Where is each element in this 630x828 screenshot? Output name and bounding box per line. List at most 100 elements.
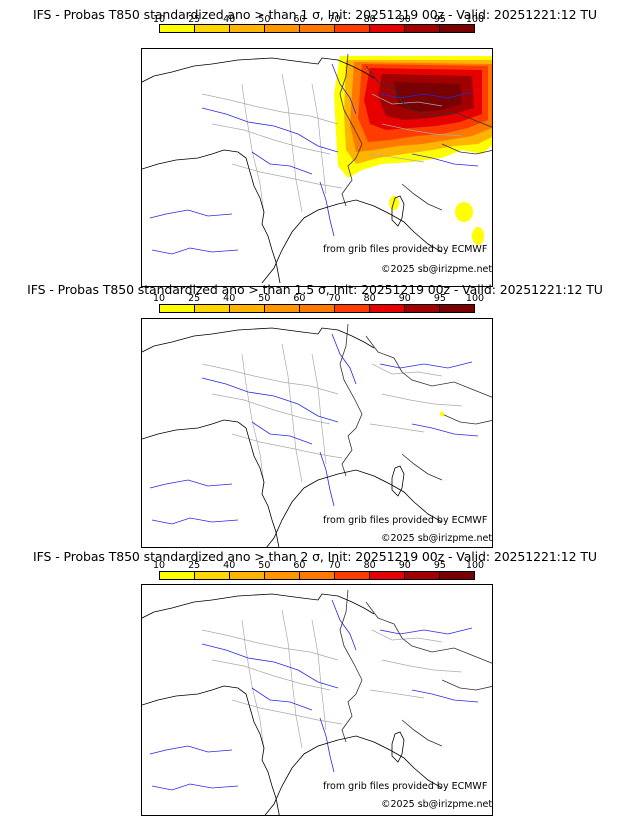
colorbar-tick-label: 70	[328, 14, 341, 25]
colorbar-tick-label: 80	[363, 14, 376, 25]
probability-map: from grib files provided by ECMWF ©2025 …	[141, 48, 493, 287]
colorbar-ticks: 10 25 40 50 60 70 80 90 95 100	[140, 560, 484, 571]
colorbar-tick-label: 50	[258, 14, 271, 25]
map-panel-1: IFS - Probas T850 standardized ano > tha…	[0, 0, 630, 287]
source-credit: from grib files provided by ECMWF	[323, 515, 488, 526]
colorbar-tick-label: 40	[223, 293, 236, 304]
country-borders	[339, 323, 492, 481]
prob-contour-7	[394, 82, 462, 112]
colorbar-tick-label: 95	[433, 14, 446, 25]
country-borders	[339, 53, 492, 211]
colorbar-tick-label: 10	[152, 14, 166, 25]
map-panel-2: IFS - Probas T850 standardized ano > tha…	[0, 276, 630, 548]
colorbar-tick-label: 70	[328, 560, 341, 571]
colorbar-bin-4	[265, 572, 300, 579]
colorbar-ticks: 10 25 40 50 60 70 80 90 95 100	[140, 14, 484, 25]
colorbar-bin-3	[230, 572, 265, 579]
country-borders	[339, 589, 492, 747]
colorbar-bin-7	[370, 25, 405, 32]
colorbar-bin-5	[300, 572, 335, 579]
colorbar-tick-label: 60	[293, 293, 306, 304]
map-svg	[142, 589, 492, 815]
map-svg	[142, 323, 492, 547]
colorbar-tick-label: 90	[398, 560, 411, 571]
colorbar-tick-label: 25	[188, 14, 201, 25]
colorbar-tick-label: 95	[433, 293, 446, 304]
region-borders	[201, 343, 463, 485]
copyright: ©2025 sb@irizpme.net	[381, 799, 493, 810]
prob-blob-corsica	[389, 196, 399, 210]
colorbar-tick-label: 40	[223, 14, 236, 25]
panel-title: IFS - Probas T850 standardized ano > tha…	[33, 549, 597, 564]
colorbar-tick-label: 10	[152, 293, 166, 304]
colorbar-bin-7	[370, 305, 405, 312]
map-svg	[142, 53, 492, 284]
prob-blob-small	[440, 411, 444, 417]
colorbar-bin-6	[335, 25, 370, 32]
colorbar-bin-2	[195, 25, 230, 32]
prob-blob-italy	[455, 202, 473, 222]
colorbar-bin-9	[440, 572, 474, 579]
colorbar-tick-label: 10	[152, 560, 166, 571]
coastline-south	[261, 199, 443, 284]
colorbar-tick-label: 60	[293, 14, 306, 25]
coastline-south	[264, 735, 443, 815]
corsica-island	[391, 195, 405, 227]
colorbar-bin-9	[440, 305, 474, 312]
colorbar-tick-label: 100	[465, 14, 485, 25]
colorbar-tick-label: 40	[223, 560, 236, 571]
colorbar-bin-3	[230, 305, 265, 312]
colorbar-bin-1	[160, 25, 195, 32]
colorbar-bin-4	[265, 305, 300, 312]
colorbar-tick-label: 95	[433, 560, 446, 571]
colorbar	[159, 24, 475, 33]
rivers	[149, 333, 479, 525]
panel-title: IFS - Probas T850 standardized ano > tha…	[27, 282, 603, 297]
colorbar-bin-2	[195, 572, 230, 579]
colorbar-tick-label: 70	[328, 293, 341, 304]
colorbar-tick-label: 80	[363, 560, 376, 571]
colorbar	[159, 571, 475, 580]
rivers	[149, 599, 479, 791]
map-panel-3: IFS - Probas T850 standardized ano > tha…	[0, 546, 630, 818]
region-borders	[201, 609, 463, 751]
panel-title: IFS - Probas T850 standardized ano > tha…	[33, 7, 597, 22]
colorbar-bin-4	[265, 25, 300, 32]
colorbar-bin-8	[405, 572, 440, 579]
probability-map: from grib files provided by ECMWF ©2025 …	[141, 318, 493, 548]
colorbar-tick-label: 90	[398, 14, 411, 25]
colorbar-tick-label: 50	[258, 293, 271, 304]
source-credit: from grib files provided by ECMWF	[323, 244, 488, 255]
coastline	[142, 57, 375, 284]
colorbar-tick-label: 90	[398, 293, 411, 304]
colorbar-tick-label: 25	[188, 560, 201, 571]
region-borders	[201, 73, 463, 215]
colorbar-tick-label: 25	[188, 293, 201, 304]
coastline	[142, 593, 375, 815]
source-credit: from grib files provided by ECMWF	[323, 781, 488, 792]
colorbar-bin-9	[440, 25, 474, 32]
copyright: ©2025 sb@irizpme.net	[381, 264, 493, 275]
colorbar-tick-label: 50	[258, 560, 271, 571]
probability-map: from grib files provided by ECMWF ©2025 …	[141, 584, 493, 816]
colorbar-bin-3	[230, 25, 265, 32]
corsica-island	[391, 731, 405, 763]
colorbar-bin-8	[405, 305, 440, 312]
rivers	[149, 63, 479, 255]
colorbar-ticks: 10 25 40 50 60 70 80 90 95 100	[140, 293, 484, 304]
colorbar-bin-6	[335, 305, 370, 312]
colorbar-tick-label: 100	[465, 560, 485, 571]
coastline	[142, 327, 375, 547]
coastline-south	[266, 469, 443, 547]
colorbar-tick-label: 80	[363, 293, 376, 304]
prob-blob-italy-south	[472, 227, 484, 245]
colorbar-bin-8	[405, 25, 440, 32]
colorbar-bin-6	[335, 572, 370, 579]
colorbar-bin-2	[195, 305, 230, 312]
colorbar-bin-1	[160, 572, 195, 579]
colorbar-bin-7	[370, 572, 405, 579]
colorbar-tick-label: 60	[293, 560, 306, 571]
colorbar	[159, 304, 475, 313]
colorbar-tick-label: 100	[465, 293, 485, 304]
corsica-island	[391, 465, 405, 497]
